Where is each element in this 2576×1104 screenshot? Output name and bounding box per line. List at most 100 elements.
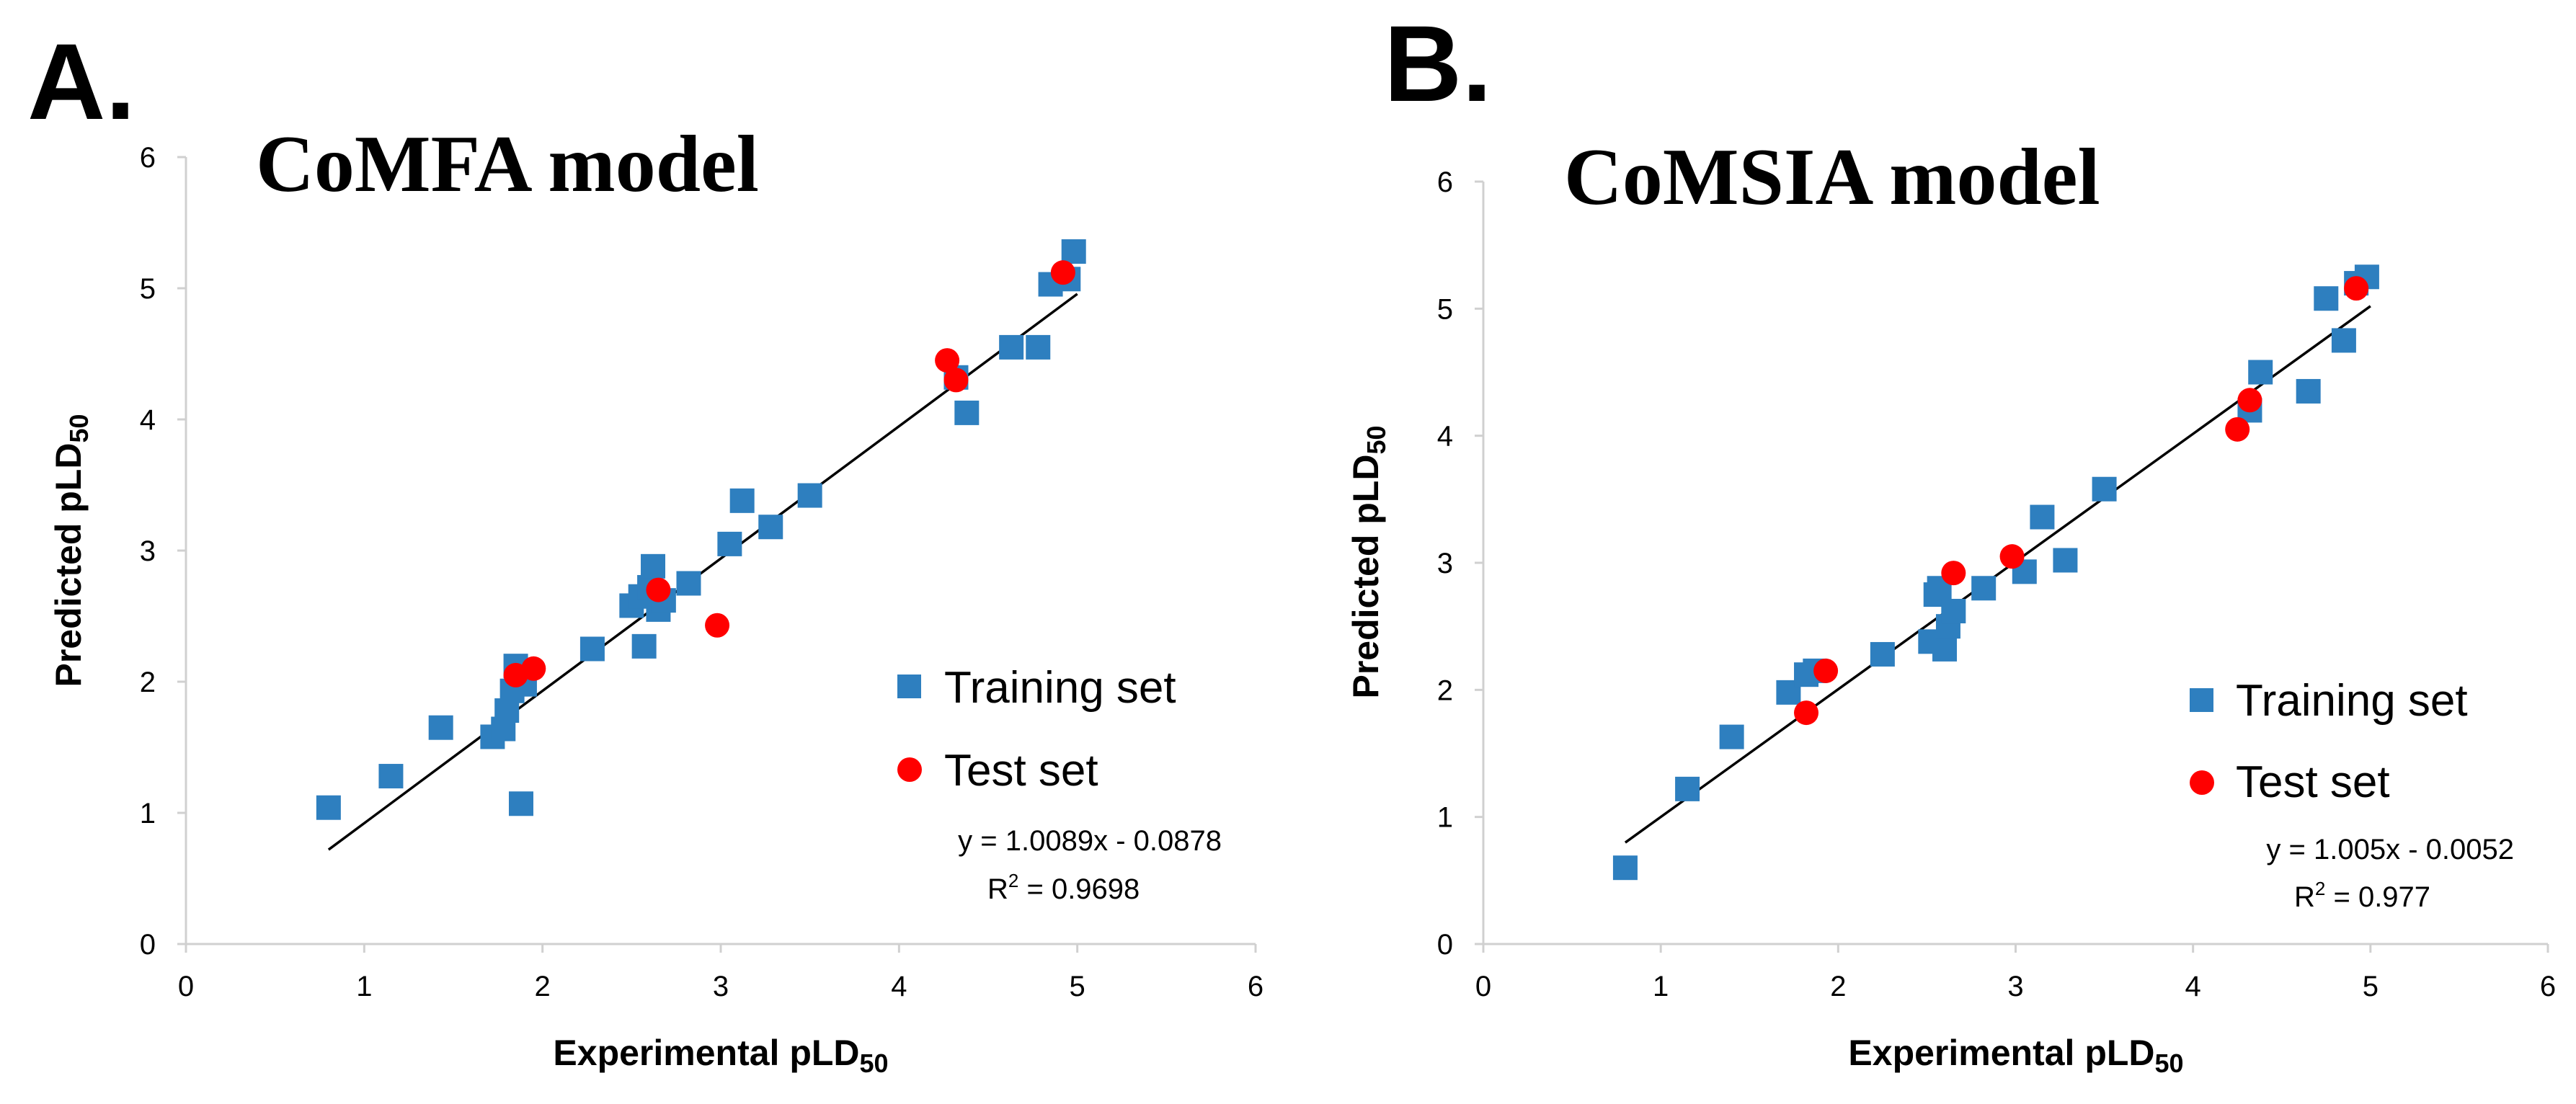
panel-b-comsia: B. CoMSIA model 0 1 2 3 4 5 6 0 1 2 3 4 5 6 Experimen… [1346, 3, 2556, 1078]
panel-b-test-set-point [2237, 388, 2262, 413]
panel-a-training-set-point [954, 400, 980, 425]
panel-b-training-set-point [2248, 360, 2273, 385]
panel-a-y-tick-label: 3 [140, 535, 156, 567]
panel-b-x-tick-label: 2 [1830, 971, 1846, 1002]
panel-a-x-tick-label: 1 [356, 971, 372, 1002]
panel-b-y-tick-label: 3 [1437, 548, 1453, 579]
panel-a-legend-training-label: Training set [944, 663, 1176, 713]
panel-b-y-axis-title: Predicted pLD50 [1346, 426, 1391, 699]
panel-a-title: CoMFA model [256, 120, 759, 209]
panel-b-x-tick-label: 1 [1653, 971, 1669, 1002]
panel-a-y-axis-title: Predicted pLD50 [48, 414, 94, 687]
panel-a-legend-test-marker [897, 757, 922, 782]
panel-a-x-tick-label: 6 [1248, 971, 1263, 1002]
panel-a-legend: Training set Test set [897, 663, 1176, 796]
panel-b-test-set-point [2344, 276, 2369, 301]
panel-b-legend: Training set Test set [2190, 676, 2468, 807]
panel-a-training-set-point [428, 715, 453, 740]
panel-a-test-set-point [521, 656, 546, 681]
panel-b-y-tick-label: 6 [1437, 166, 1453, 198]
panel-a-training-set-point [378, 764, 404, 789]
panel-b-test-set-point [1941, 561, 1966, 586]
panel-a-y-tick-label: 5 [140, 273, 156, 305]
panel-b-training-set-point [2030, 504, 2055, 530]
panel-b-equation: y = 1.005x - 0.0052 [2266, 834, 2514, 865]
panel-a-test-set-point [935, 348, 960, 373]
panel-b-label: B. [1384, 3, 1492, 124]
panel-b-x-tick-label: 4 [2185, 971, 2201, 1002]
panel-a-training-set-point [579, 636, 605, 662]
panel-a-training-set-point [676, 571, 701, 596]
panel-a-training-set-point [797, 483, 822, 508]
panel-a-points [316, 239, 1086, 820]
panel-b-y-tick-label: 1 [1437, 802, 1453, 834]
panel-a-ticks: 0 1 2 3 4 5 6 0 1 2 3 4 5 6 [140, 142, 1263, 1002]
panel-a-training-set-point [758, 515, 783, 540]
panel-b-test-set-point [1813, 658, 1839, 683]
panel-b-points [1612, 264, 2379, 881]
panel-a-training-set-point [508, 791, 533, 816]
panel-a-x-tick-label: 2 [535, 971, 551, 1002]
panel-b-r-squared: R2 = 0.977 [2294, 878, 2430, 913]
panel-b-training-set-point [1675, 776, 1700, 801]
panel-a-training-set-point [1026, 334, 1051, 360]
panel-b-x-tick-label: 5 [2363, 971, 2379, 1002]
panel-b-test-set-point [1999, 544, 2025, 569]
panel-b-x-tick-label: 6 [2540, 971, 2556, 1002]
panel-b-x-tick-label: 3 [2007, 971, 2023, 1002]
panel-b-y-tick-label: 2 [1437, 675, 1453, 706]
panel-a-y-tick-label: 2 [140, 667, 156, 698]
panel-a-y-tick-label: 0 [140, 929, 156, 961]
panel-b-legend-training-marker [2190, 688, 2213, 712]
panel-a-x-tick-label: 3 [713, 971, 729, 1002]
panel-a-training-set-point [1061, 239, 1086, 264]
panel-a-test-set-point [1050, 260, 1075, 285]
panel-a-y-tick-label: 4 [140, 404, 156, 436]
panel-a-x-tick-label: 4 [891, 971, 907, 1002]
panel-a-training-set-point [316, 795, 341, 820]
panel-a-comfa: A. CoMFA model 0 1 2 3 4 5 6 0 1 2 3 4 5 6 Experiment… [27, 21, 1263, 1078]
panel-a-training-set-point [631, 633, 657, 659]
panel-b-training-set-point [2092, 476, 2117, 502]
panel-b-test-set-point [1794, 700, 1819, 726]
panel-a-label: A. [27, 21, 136, 142]
panel-b-y-tick-label: 4 [1437, 421, 1453, 453]
panel-b-x-tick-label: 0 [1475, 971, 1491, 1002]
panel-b-title: CoMSIA model [1564, 133, 2100, 222]
panel-a-test-set-point [705, 613, 730, 638]
panel-a-training-set-point [999, 334, 1024, 360]
panel-b-ticks: 0 1 2 3 4 5 6 0 1 2 3 4 5 6 [1437, 166, 2556, 1002]
panel-a-legend-test-label: Test set [944, 746, 1098, 796]
panel-a-r-squared: R2 = 0.9698 [987, 870, 1140, 905]
panel-b-training-set-point [1719, 724, 1744, 749]
panel-a-test-set-point [943, 368, 969, 393]
panel-b-y-tick-label: 5 [1437, 293, 1453, 325]
panel-b-test-set-point [2225, 417, 2250, 442]
panel-a-x-tick-label: 0 [178, 971, 194, 1002]
panel-a-x-tick-label: 5 [1070, 971, 1085, 1002]
panel-b-training-set-point [1971, 576, 1997, 601]
panel-b-training-set-point [1932, 636, 1958, 662]
panel-b-legend-test-marker [2190, 770, 2214, 795]
panel-b-training-set-point [1612, 855, 1638, 881]
panel-b-training-set-point [1870, 641, 1895, 667]
panel-b-training-set-point [2314, 286, 2339, 311]
panel-b-training-set-point [1941, 599, 1966, 624]
panel-a-training-set-point [729, 488, 755, 513]
panel-b-legend-test-label: Test set [2236, 757, 2390, 807]
panel-a-x-axis-title: Experimental pLD50 [553, 1033, 888, 1078]
panel-b-x-axis-title: Experimental pLD50 [1848, 1033, 2183, 1078]
panel-b-training-set-point [2296, 378, 2321, 404]
panel-b-legend-training-label: Training set [2236, 676, 2468, 726]
panel-a-legend-training-marker [897, 675, 921, 698]
panel-b-training-set-point [2331, 328, 2356, 353]
panel-a-y-tick-label: 1 [140, 798, 156, 829]
panel-a-training-set-point [641, 553, 666, 579]
panel-a-training-set-point [717, 531, 742, 556]
panel-b-y-tick-label: 0 [1437, 929, 1453, 961]
panel-a-test-set-point [646, 577, 671, 602]
panel-a-equation: y = 1.0089x - 0.0878 [958, 825, 1222, 857]
panel-b-training-set-point [2053, 548, 2078, 573]
panel-a-y-tick-label: 6 [140, 142, 156, 174]
